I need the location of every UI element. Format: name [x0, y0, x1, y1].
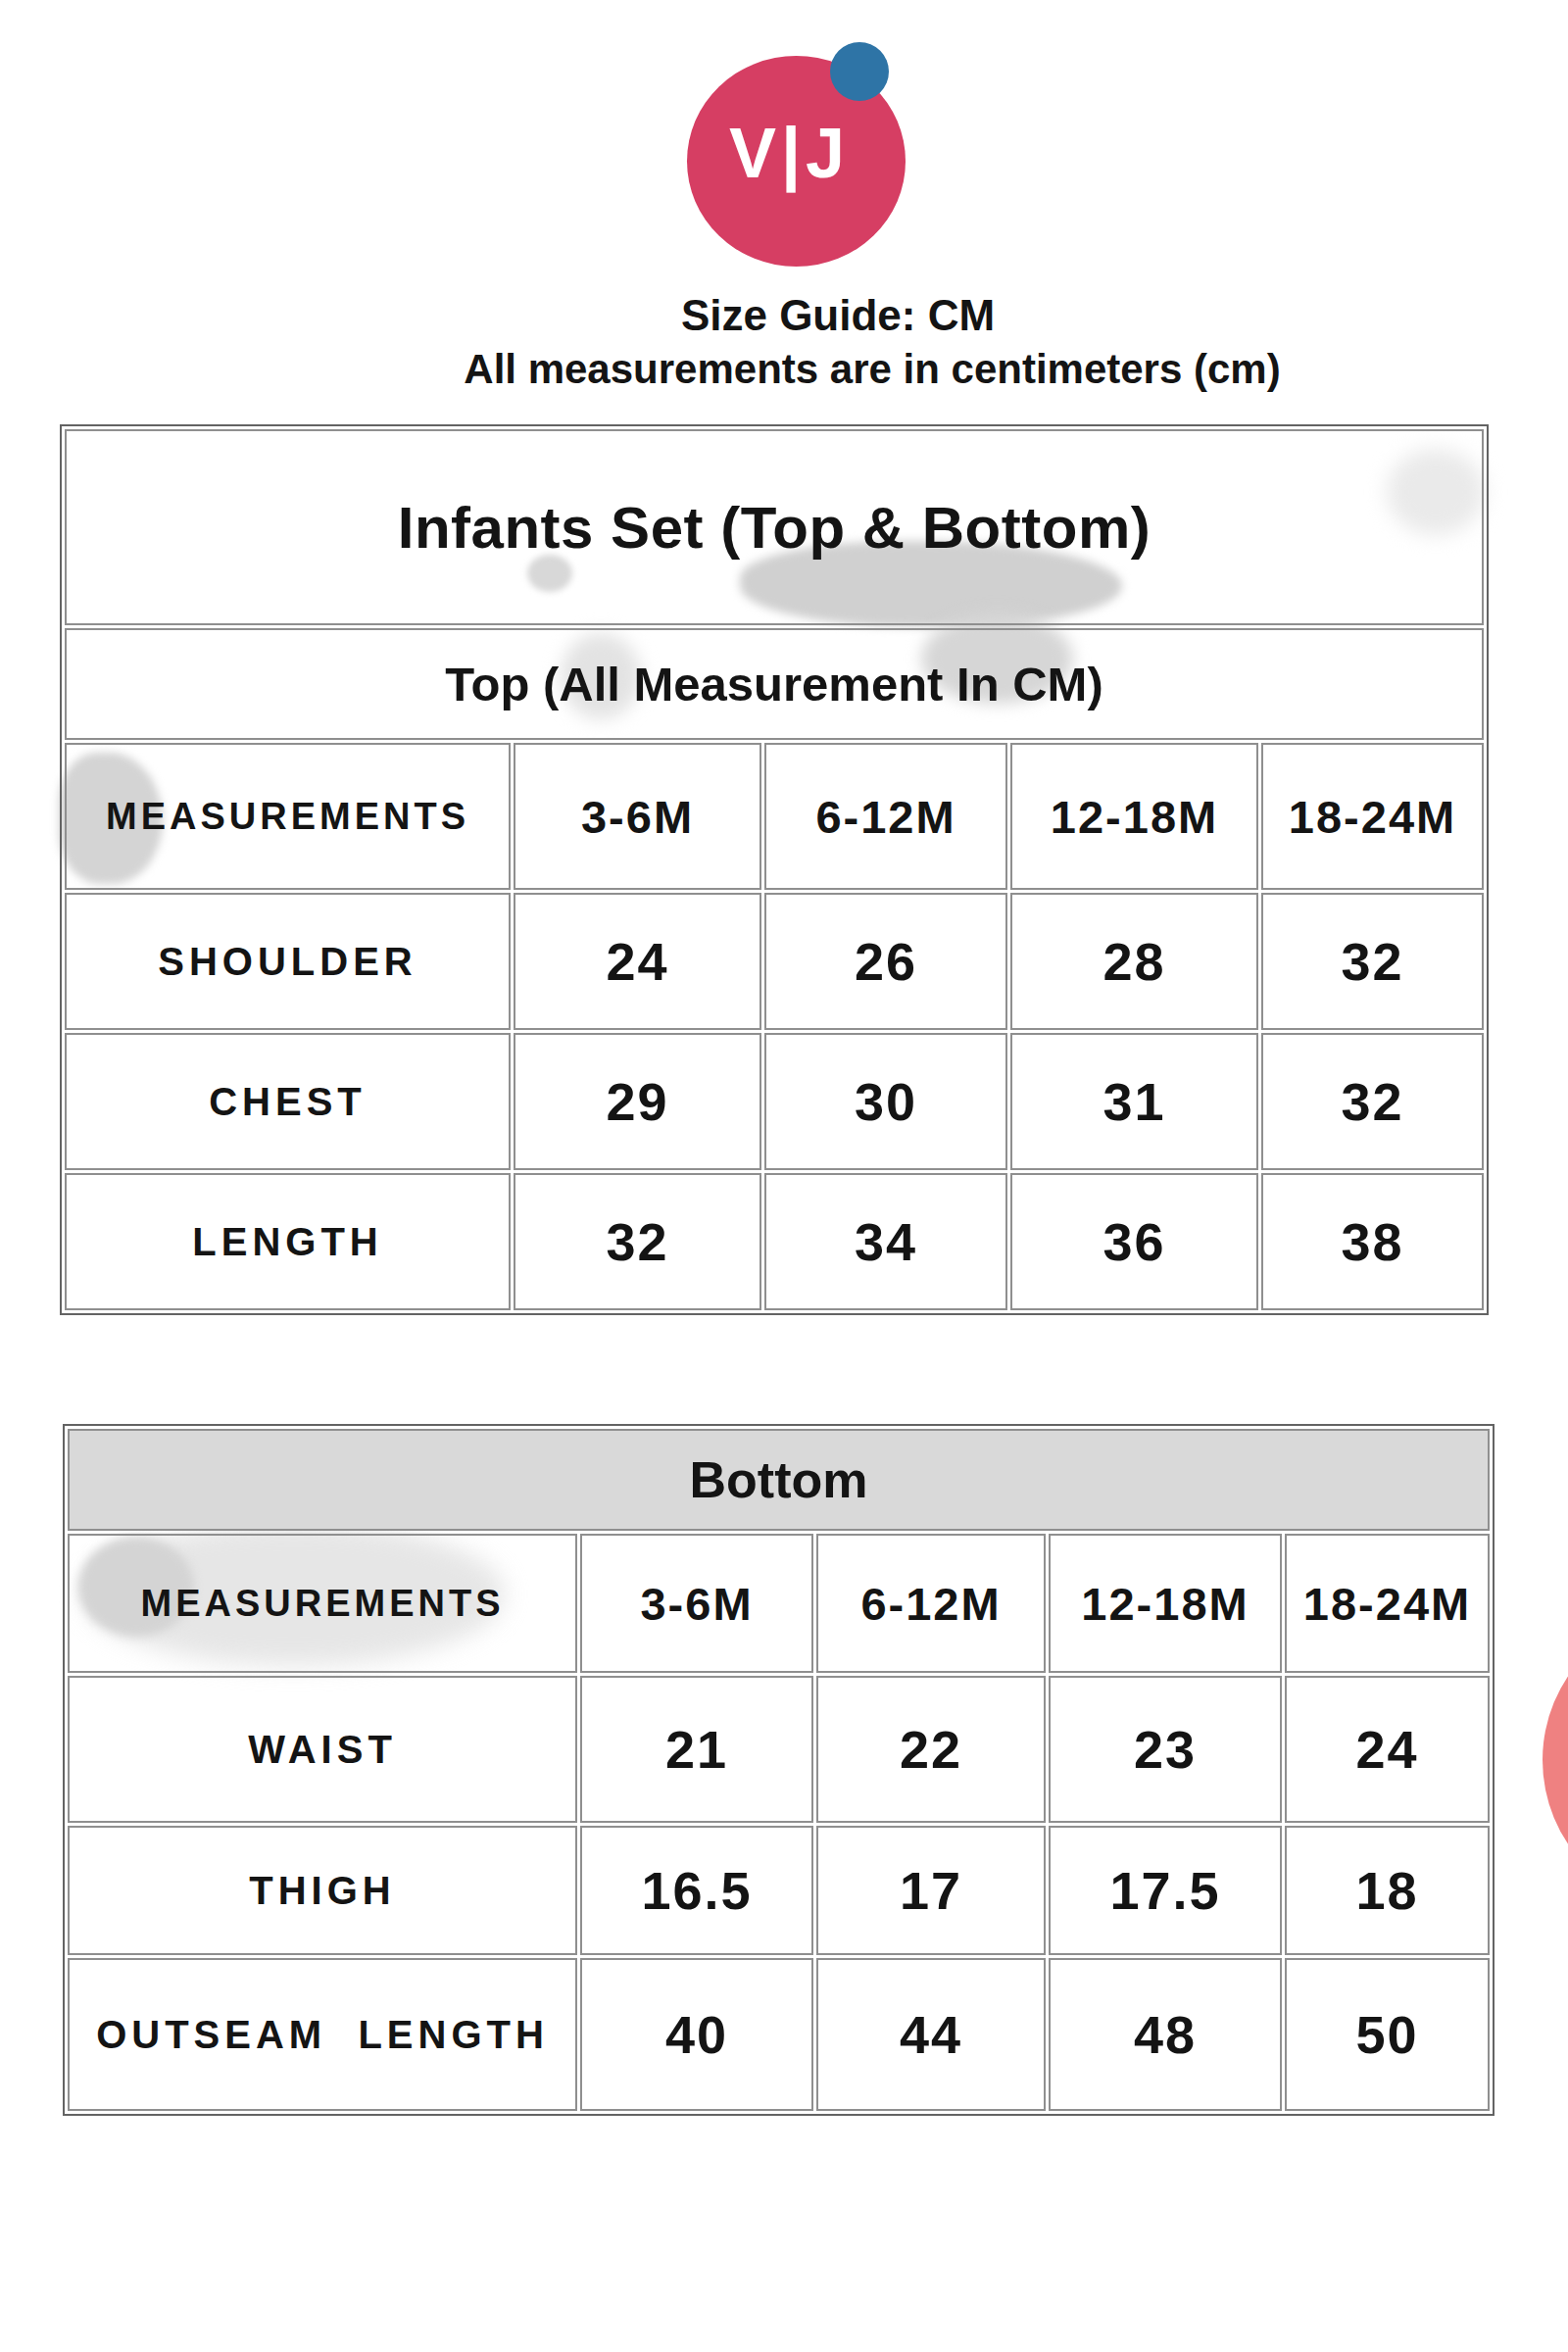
size-value: 29 [514, 1033, 761, 1170]
table-section-header-top: Top (All Measurement In CM) [65, 628, 1484, 740]
size-value: 32 [1261, 1033, 1484, 1170]
size-value: 34 [764, 1173, 1007, 1310]
size-value: 36 [1010, 1173, 1258, 1310]
size-value: 16.5 [580, 1826, 813, 1955]
column-header-6-12m: 6-12M [816, 1534, 1046, 1673]
column-header-18-24m: 18-24M [1261, 743, 1484, 890]
row-label: SHOULDER [65, 893, 511, 1030]
table-row: CHEST 29 30 31 32 [65, 1033, 1484, 1170]
size-value: 24 [1285, 1676, 1490, 1823]
size-value: 17.5 [1049, 1826, 1282, 1955]
table-row: LENGTH 32 34 36 38 [65, 1173, 1484, 1310]
table-row: OUTSEAM LENGTH 40 44 48 50 [68, 1958, 1490, 2111]
table-row: THIGH 16.5 17 17.5 18 [68, 1826, 1490, 1955]
size-value: 44 [816, 1958, 1046, 2111]
row-label: THIGH [68, 1826, 577, 1955]
logo-monogram: V|J [687, 56, 906, 267]
size-value: 17 [816, 1826, 1046, 1955]
size-value: 31 [1010, 1033, 1258, 1170]
page-title: Size Guide: CM [0, 289, 1568, 342]
column-header-measurements: MEASUREMENTS [65, 743, 511, 890]
size-value: 21 [580, 1676, 813, 1823]
column-header-18-24m: 18-24M [1285, 1534, 1490, 1673]
size-value: 32 [514, 1173, 761, 1310]
column-header-12-18m: 12-18M [1010, 743, 1258, 890]
column-header-3-6m: 3-6M [580, 1534, 813, 1673]
top-size-table: Infants Set (Top & Bottom) Top (All Meas… [60, 424, 1489, 1315]
size-value: 24 [514, 893, 761, 1030]
accent-crescent-shape [1543, 1609, 1568, 1911]
size-value: 28 [1010, 893, 1258, 1030]
size-value: 22 [816, 1676, 1046, 1823]
column-header-measurements: MEASUREMENTS [68, 1534, 577, 1673]
size-value: 26 [764, 893, 1007, 1030]
size-value: 30 [764, 1033, 1007, 1170]
page-subtitle: All measurements are in centimeters (cm) [0, 344, 1568, 395]
size-value: 32 [1261, 893, 1484, 1030]
table-title: Infants Set (Top & Bottom) [65, 429, 1484, 625]
size-value: 23 [1049, 1676, 1282, 1823]
row-label: CHEST [65, 1033, 511, 1170]
table-row: WAIST 21 22 23 24 [68, 1676, 1490, 1823]
size-value: 40 [580, 1958, 813, 2111]
table-section-header-bottom: Bottom [68, 1429, 1490, 1531]
column-header-6-12m: 6-12M [764, 743, 1007, 890]
size-value: 18 [1285, 1826, 1490, 1955]
row-label: LENGTH [65, 1173, 511, 1310]
bottom-size-table: Bottom MEASUREMENTS 3-6M 6-12M 12-18M 18… [63, 1424, 1494, 2116]
column-header-12-18m: 12-18M [1049, 1534, 1282, 1673]
size-value: 48 [1049, 1958, 1282, 2111]
row-label: OUTSEAM LENGTH [68, 1958, 577, 2111]
size-value: 50 [1285, 1958, 1490, 2111]
column-header-3-6m: 3-6M [514, 743, 761, 890]
table-row: SHOULDER 24 26 28 32 [65, 893, 1484, 1030]
size-guide-page: V|J Size Guide: CM All measurements are … [0, 0, 1568, 2352]
row-label: WAIST [68, 1676, 577, 1823]
size-value: 38 [1261, 1173, 1484, 1310]
